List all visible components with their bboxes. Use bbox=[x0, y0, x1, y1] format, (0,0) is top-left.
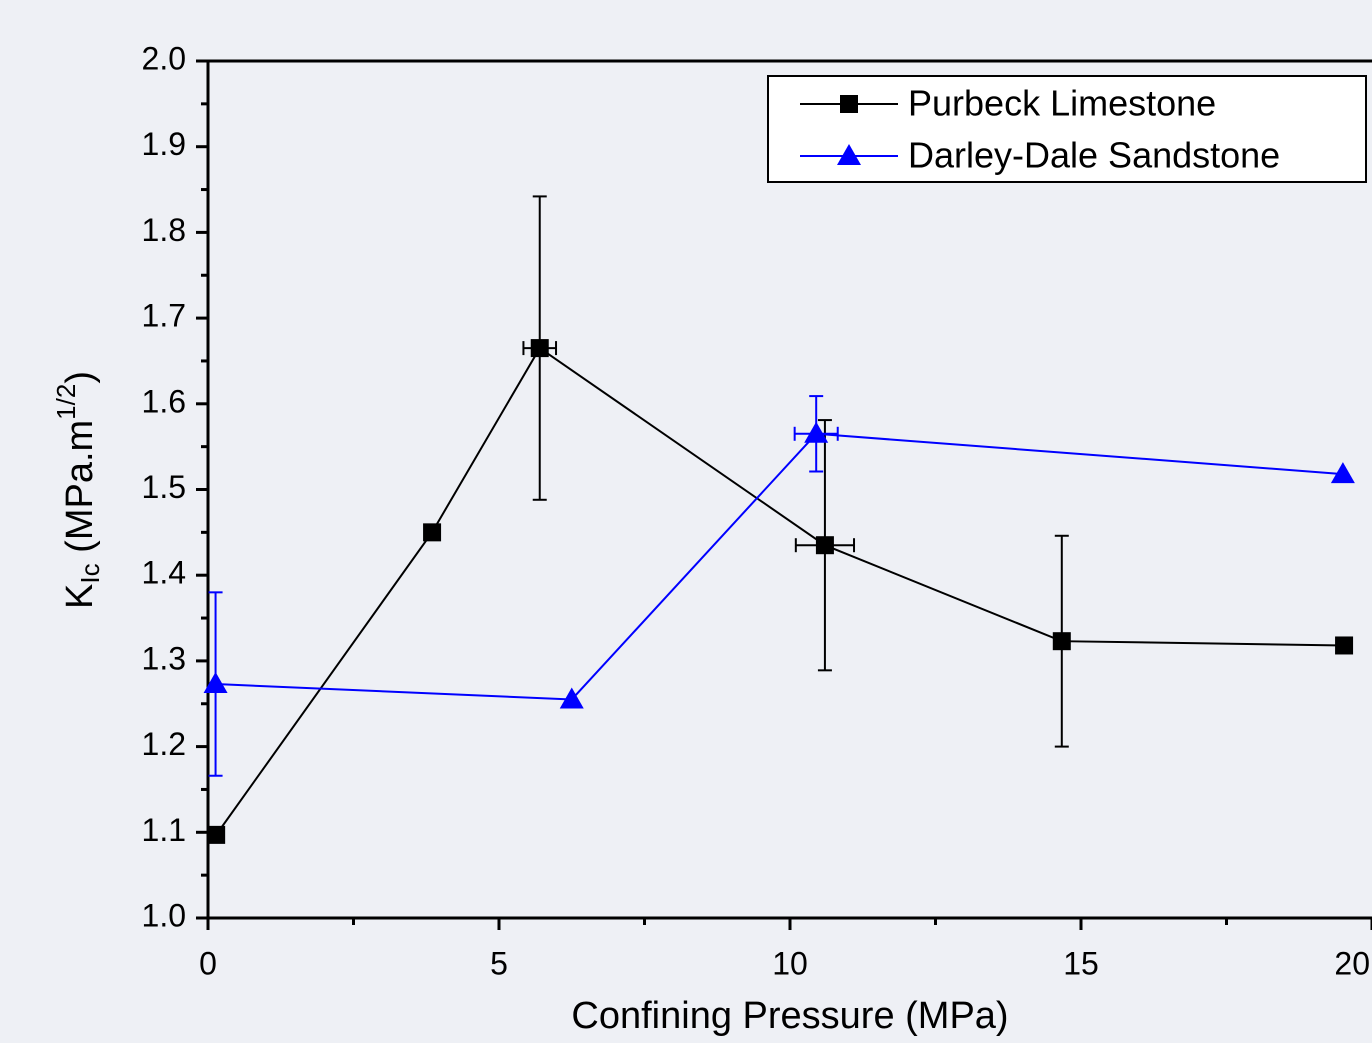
marker-square bbox=[530, 339, 549, 358]
y-label-sub: Ic bbox=[75, 563, 105, 583]
x-tick-label: 5 bbox=[490, 945, 508, 981]
y-label-main: K bbox=[59, 584, 101, 609]
y-tick-label: 1.3 bbox=[142, 640, 186, 676]
y-tick-label: 1.4 bbox=[142, 555, 186, 591]
marker-triangle bbox=[559, 687, 584, 709]
legend-label: Purbeck Limestone bbox=[908, 83, 1216, 124]
series-line bbox=[215, 346, 1345, 836]
y-label-sup: 1/2 bbox=[51, 384, 81, 420]
y-label-end: ) bbox=[59, 371, 101, 384]
x-tick-label: 0 bbox=[199, 945, 217, 981]
marker-triangle bbox=[837, 144, 861, 165]
marker-square bbox=[1052, 632, 1071, 651]
x-tick-label: 10 bbox=[772, 945, 808, 981]
y-tick-label: 1.7 bbox=[142, 298, 186, 334]
x-tick-label: 20 bbox=[1334, 945, 1370, 981]
marker-square bbox=[815, 536, 834, 555]
marker-triangle bbox=[1330, 462, 1355, 484]
x-tick-label: 15 bbox=[1063, 945, 1099, 981]
legend-label: Darley-Dale Sandstone bbox=[908, 135, 1280, 176]
y-tick-label: 2.0 bbox=[142, 40, 186, 76]
marker-square bbox=[207, 825, 226, 844]
marker-triangle bbox=[203, 672, 228, 694]
legend-box bbox=[767, 75, 1367, 183]
y-tick-label: 1.1 bbox=[142, 812, 186, 848]
y-tick-label: 1.6 bbox=[142, 383, 186, 419]
y-tick-label: 1.0 bbox=[142, 897, 186, 933]
marker-square bbox=[840, 95, 858, 113]
marker-square bbox=[1335, 636, 1354, 655]
y-tick-label: 1.5 bbox=[142, 469, 186, 505]
series-line bbox=[215, 432, 1343, 701]
y-tick-label: 1.8 bbox=[142, 212, 186, 248]
y-label-rest: (MPa.m bbox=[59, 420, 101, 564]
x-axis-label: Confining Pressure (MPa) bbox=[571, 995, 1008, 1037]
marker-triangle bbox=[804, 421, 829, 443]
y-tick-label: 1.9 bbox=[142, 126, 186, 162]
y-tick-label: 1.2 bbox=[142, 726, 186, 762]
y-axis-label: KIc (MPa.m1/2) bbox=[51, 371, 105, 609]
marker-square bbox=[423, 523, 442, 542]
